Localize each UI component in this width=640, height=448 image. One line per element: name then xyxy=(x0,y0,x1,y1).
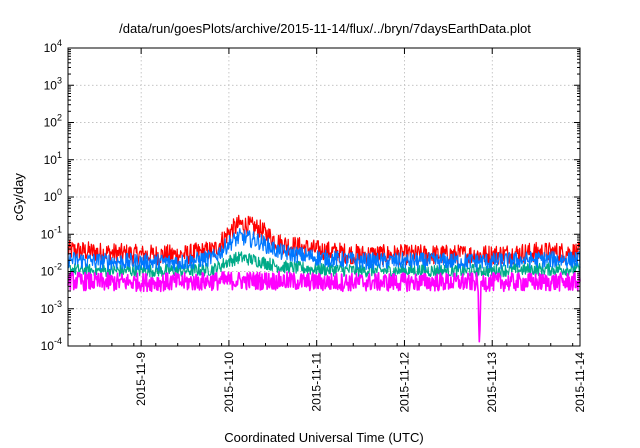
x-tick-label: 2015-11-14 xyxy=(573,352,587,413)
x-tick-labels: 2015-11-9 2015-11-10 2015-11-11 2015-11-12 2… xyxy=(134,352,587,413)
y-tick-labels: 10-4 10-3 10-2 10-1 100 101 102 103 104 xyxy=(41,38,62,353)
x-tick-label: 2015-11-13 xyxy=(485,352,499,413)
x-tick-label: 2015-11-9 xyxy=(134,352,148,406)
data-series-line xyxy=(67,270,581,343)
y-tick-label: 10-1 xyxy=(41,224,62,241)
x-axis-label: Coordinated Universal Time (UTC) xyxy=(224,430,423,445)
grid-lines xyxy=(68,48,580,346)
y-tick-label: 102 xyxy=(44,113,62,130)
y-tick-label: 10-3 xyxy=(41,299,62,316)
data-series-line xyxy=(67,228,581,271)
x-tick-label: 2015-11-11 xyxy=(310,352,324,412)
axis-ticks xyxy=(67,47,581,347)
y-tick-label: 100 xyxy=(44,187,62,204)
y-tick-label: 10-2 xyxy=(41,262,62,279)
y-tick-label: 10-4 xyxy=(41,336,62,353)
x-tick-label: 2015-11-12 xyxy=(397,352,411,413)
y-tick-label: 104 xyxy=(44,38,62,55)
y-tick-label: 103 xyxy=(44,75,62,92)
x-tick-label: 2015-11-10 xyxy=(222,352,236,413)
y-tick-label: 101 xyxy=(44,150,62,167)
plot-series-group xyxy=(67,214,581,343)
chart-title: /data/run/goesPlots/archive/2015-11-14/f… xyxy=(119,21,531,36)
data-series-line xyxy=(67,214,581,266)
y-axis-label: cGy/day xyxy=(11,173,26,221)
